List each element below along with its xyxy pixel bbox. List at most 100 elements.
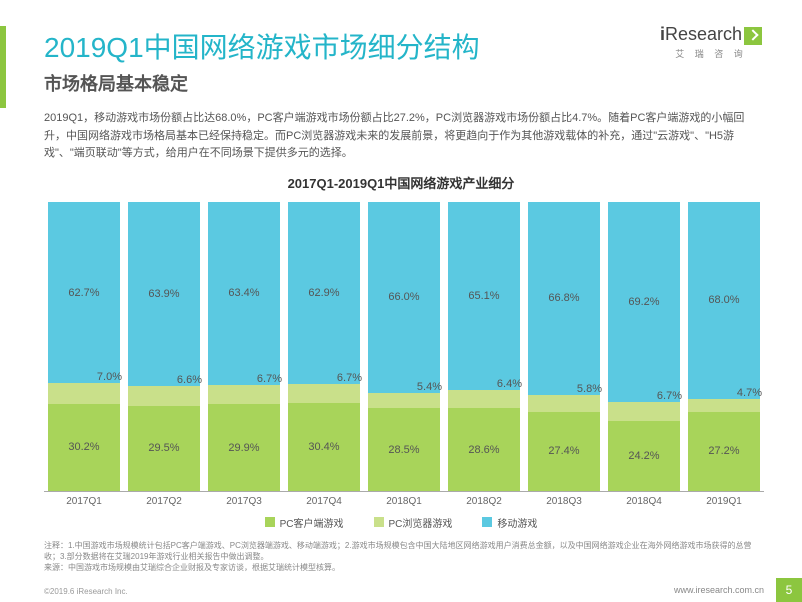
- bar-column: 65.1% 6.4% 28.6%: [448, 202, 520, 491]
- logo-text: iResearch: [660, 24, 762, 45]
- legend-swatch: [482, 517, 492, 527]
- bar-segment: 62.9%: [288, 202, 360, 384]
- bar-column: 68.0% 4.7% 27.2%: [688, 202, 760, 491]
- body-paragraph: 2019Q1，移动游戏市场份额占比达68.0%，PC客户端游戏市场份额占比27.…: [44, 110, 762, 163]
- x-axis-label: 2019Q1: [688, 496, 760, 507]
- page-subtitle: 市场格局基本稳定: [44, 70, 762, 96]
- segment-label: 5.8%: [577, 383, 602, 395]
- segment-label: 28.6%: [468, 444, 499, 456]
- bar-segment: 62.7%: [48, 202, 120, 383]
- copyright: ©2019.6 iResearch Inc.: [44, 587, 128, 596]
- accent-bar: [0, 26, 6, 108]
- bar-segment: 28.5%: [368, 408, 440, 490]
- segment-label: 6.7%: [337, 372, 362, 384]
- legend-swatch: [374, 517, 384, 527]
- legend-item: PC浏览器游戏: [374, 515, 453, 530]
- legend-label: PC浏览器游戏: [389, 515, 453, 530]
- legend-label: 移动游戏: [497, 515, 537, 530]
- legend: PC客户端游戏 PC浏览器游戏 移动游戏: [40, 515, 762, 530]
- bar-segment: 24.2%: [608, 421, 680, 491]
- bar-segment: 63.9%: [128, 202, 200, 387]
- segment-label: 6.4%: [497, 378, 522, 390]
- bar-segment: 29.5%: [128, 406, 200, 491]
- logo: iResearch 艾 瑞 咨 询: [660, 24, 762, 60]
- x-axis-label: 2017Q2: [128, 496, 200, 507]
- bar-segment: 6.7%: [288, 384, 360, 403]
- bar-segment: 68.0%: [688, 202, 760, 399]
- bar-segment: 6.4%: [448, 390, 520, 408]
- x-axis-label: 2018Q4: [608, 496, 680, 507]
- bar-column: 66.0%5.4% 28.5%: [368, 202, 440, 491]
- bar-column: 62.7% 7.0% 30.2%: [48, 202, 120, 491]
- x-axis-label: 2018Q2: [448, 496, 520, 507]
- x-axis-label: 2017Q4: [288, 496, 360, 507]
- bar-column: 69.2% 6.7% 24.2%: [608, 202, 680, 491]
- note-line: 注释：1.中国游戏市场规模统计包括PC客户端游戏、PC浏览器端游戏、移动端游戏；…: [44, 540, 762, 562]
- segment-label: 7.0%: [97, 371, 122, 383]
- bar-segment: 4.7%: [688, 399, 760, 413]
- footer-url: www.iresearch.com.cn: [674, 585, 764, 595]
- chart-title: 2017Q1-2019Q1中国网络游戏产业细分: [40, 173, 762, 192]
- bar-segment: 27.2%: [688, 412, 760, 491]
- segment-label: 66.8%: [548, 292, 579, 304]
- bar-segment: 30.2%: [48, 404, 120, 491]
- slide: iResearch 艾 瑞 咨 询 2019Q1中国网络游戏市场细分结构 市场格…: [0, 0, 802, 602]
- bar-segment: 6.6%: [128, 386, 200, 405]
- bar-segment: 28.6%: [448, 408, 520, 491]
- segment-label: 69.2%: [628, 296, 659, 308]
- bar-segment: 29.9%: [208, 404, 280, 490]
- bars-row: 62.7% 7.0% 30.2% 63.9% 6.6% 29.5% 63.4% 6.7% 29.…: [44, 202, 764, 491]
- segment-label: 68.0%: [708, 294, 739, 306]
- segment-label: 6.7%: [257, 373, 282, 385]
- legend-swatch: [265, 517, 275, 527]
- segment-label: 29.9%: [228, 442, 259, 454]
- bar-segment: 63.4%: [208, 202, 280, 385]
- x-axis-label: 2017Q1: [48, 496, 120, 507]
- x-axis: 2017Q1 2017Q2 2017Q3 2017Q4 2018Q1 2018Q2 2018…: [44, 492, 764, 507]
- bar-column: 62.9% 6.7% 30.4%: [288, 202, 360, 491]
- bar-segment: 5.4%: [368, 393, 440, 409]
- page-title: 2019Q1中国网络游戏市场细分结构: [44, 26, 762, 66]
- segment-label: 62.7%: [68, 287, 99, 299]
- legend-item: PC客户端游戏: [265, 515, 344, 530]
- segment-label: 5.4%: [417, 381, 442, 393]
- bar-segment: 6.7%: [208, 385, 280, 404]
- footer: www.iresearch.com.cn 5: [674, 578, 802, 602]
- x-axis-label: 2018Q1: [368, 496, 440, 507]
- segment-label: 62.9%: [308, 287, 339, 299]
- logo-arrow-icon: [744, 27, 762, 45]
- bar-column: 63.4% 6.7% 29.9%: [208, 202, 280, 491]
- segment-label: 63.9%: [148, 288, 179, 300]
- segment-label: 65.1%: [468, 290, 499, 302]
- segment-label: 27.2%: [708, 445, 739, 457]
- page-number: 5: [776, 578, 802, 602]
- bar-segment: 66.0%: [368, 202, 440, 393]
- note-line: 来源：中国游戏市场规模由艾瑞综合企业财报及专家访谈，根据艾瑞统计模型核算。: [44, 562, 762, 573]
- segment-label: 63.4%: [228, 287, 259, 299]
- bar-segment: 27.4%: [528, 412, 600, 491]
- x-axis-label: 2018Q3: [528, 496, 600, 507]
- bar-column: 66.8% 5.8% 27.4%: [528, 202, 600, 491]
- legend-item: 移动游戏: [482, 515, 537, 530]
- bar-segment: 6.7%: [608, 402, 680, 421]
- bar-segment: 69.2%: [608, 202, 680, 402]
- segment-label: 6.7%: [657, 390, 682, 402]
- segment-label: 28.5%: [388, 444, 419, 456]
- segment-label: 24.2%: [628, 450, 659, 462]
- segment-label: 30.2%: [68, 441, 99, 453]
- chart-area: 62.7% 7.0% 30.2% 63.9% 6.6% 29.5% 63.4% 6.7% 29.…: [44, 202, 764, 492]
- bar-segment: 7.0%: [48, 383, 120, 403]
- x-axis-label: 2017Q3: [208, 496, 280, 507]
- logo-subtext: 艾 瑞 咨 询: [660, 47, 762, 60]
- segment-label: 29.5%: [148, 442, 179, 454]
- bar-segment: 30.4%: [288, 403, 360, 491]
- segment-label: 27.4%: [548, 445, 579, 457]
- legend-label: PC客户端游戏: [280, 515, 344, 530]
- segment-label: 30.4%: [308, 441, 339, 453]
- bar-segment: 66.8%: [528, 202, 600, 395]
- bar-segment: 65.1%: [448, 202, 520, 390]
- segment-label: 4.7%: [737, 387, 762, 399]
- notes: 注释：1.中国游戏市场规模统计包括PC客户端游戏、PC浏览器端游戏、移动端游戏；…: [44, 540, 762, 574]
- segment-label: 6.6%: [177, 374, 202, 386]
- bar-segment: 5.8%: [528, 395, 600, 412]
